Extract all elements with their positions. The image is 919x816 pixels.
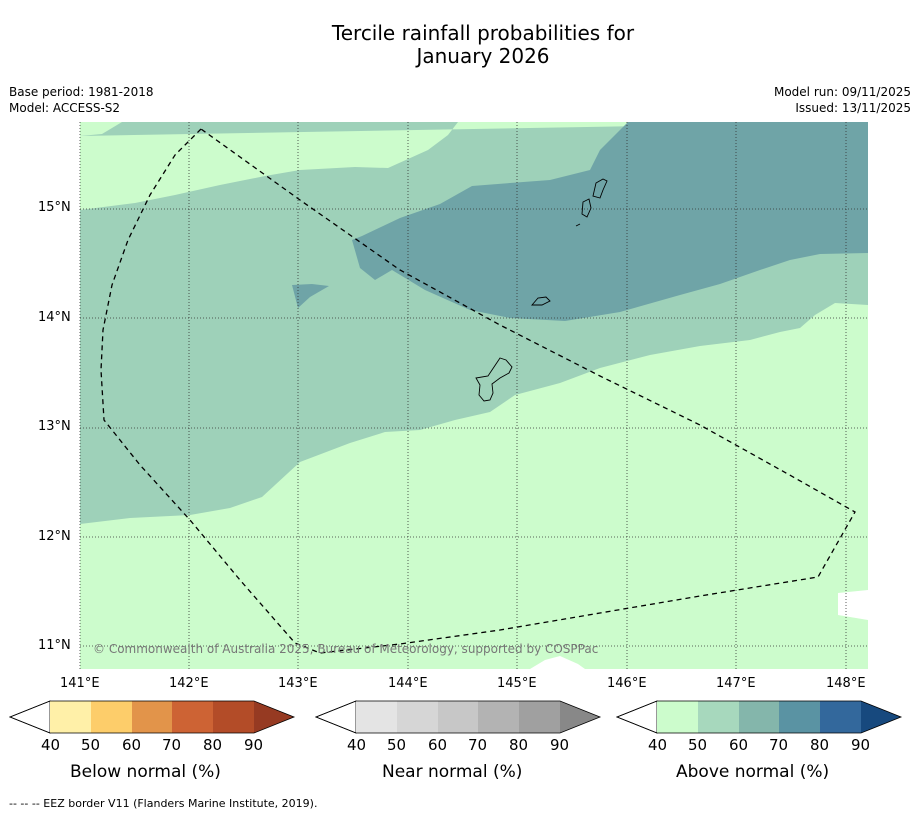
eez-border xyxy=(100,128,856,654)
island-saipan xyxy=(592,178,608,199)
lon-label-142e: 142°E xyxy=(169,676,209,691)
title-line-2: January 2026 xyxy=(416,44,550,68)
base-period-text: Base period: 1981-2018 xyxy=(9,85,154,99)
above-tick-60: 60 xyxy=(729,736,749,754)
above-tick-50: 50 xyxy=(688,736,708,754)
near-tick-50: 50 xyxy=(387,736,407,754)
issued-text: Issued: 13/11/2025 xyxy=(795,101,911,115)
colorbar-below xyxy=(8,700,296,734)
below-tick-40: 40 xyxy=(41,736,61,754)
colorbars xyxy=(8,700,903,734)
lat-label-15n: 15°N xyxy=(38,200,71,215)
footnote-eez: -- -- -- EEZ border V11 (Flanders Marine… xyxy=(9,797,318,810)
colorbar-near xyxy=(314,700,602,734)
shade-60-70 xyxy=(292,122,868,321)
lon-label-143e: 143°E xyxy=(278,676,318,691)
lat-label-14n: 14°N xyxy=(38,310,71,325)
meta-left: Base period: 1981-2018 Model: ACCESS-S2 xyxy=(9,84,154,116)
colorbar-above xyxy=(615,700,903,734)
lon-label-145e: 145°E xyxy=(497,676,537,691)
lon-label-146e: 146°E xyxy=(607,676,647,691)
near-tick-80: 80 xyxy=(509,736,529,754)
island-rota xyxy=(531,296,551,306)
map-title: Tercile rainfall probabilities for Janua… xyxy=(0,22,919,68)
below-tick-60: 60 xyxy=(122,736,142,754)
lat-label-13n: 13°N xyxy=(38,419,71,434)
lon-label-144e: 144°E xyxy=(388,676,428,691)
missing-data-patch xyxy=(838,590,868,620)
missing-data-patch-bottom xyxy=(530,656,585,669)
below-normal-title: Below normal (%) xyxy=(70,762,221,782)
title-line-1: Tercile rainfall probabilities for xyxy=(331,21,635,45)
below-tick-50: 50 xyxy=(81,736,101,754)
near-tick-70: 70 xyxy=(468,736,488,754)
copyright-text: © Commonwealth of Australia 2025, Bureau… xyxy=(93,642,599,656)
island-tinian xyxy=(581,198,592,218)
below-tick-70: 70 xyxy=(162,736,182,754)
lon-label-147e: 147°E xyxy=(716,676,756,691)
below-tick-90: 90 xyxy=(244,736,264,754)
near-normal-title: Near normal (%) xyxy=(382,762,523,782)
above-tick-90: 90 xyxy=(851,736,871,754)
model-run-text: Model run: 09/11/2025 xyxy=(773,85,911,99)
island-guam xyxy=(475,357,513,402)
above-normal-title: Above normal (%) xyxy=(676,762,830,782)
lon-label-141e: 141°E xyxy=(60,676,100,691)
near-tick-40: 40 xyxy=(347,736,367,754)
near-tick-60: 60 xyxy=(428,736,448,754)
gridlines xyxy=(79,122,868,669)
probability-shading xyxy=(80,122,868,669)
islands xyxy=(475,178,608,402)
above-tick-40: 40 xyxy=(648,736,668,754)
below-tick-80: 80 xyxy=(203,736,223,754)
above-tick-70: 70 xyxy=(769,736,789,754)
near-tick-90: 90 xyxy=(550,736,570,754)
lat-label-11n: 11°N xyxy=(38,638,71,653)
model-text: Model: ACCESS-S2 xyxy=(9,101,121,115)
above-tick-80: 80 xyxy=(810,736,830,754)
island-aguijan xyxy=(575,223,581,227)
lat-label-12n: 12°N xyxy=(38,529,71,544)
meta-right: Model run: 09/11/2025 Issued: 13/11/2025 xyxy=(774,84,911,116)
lon-label-148e: 148°E xyxy=(826,676,866,691)
